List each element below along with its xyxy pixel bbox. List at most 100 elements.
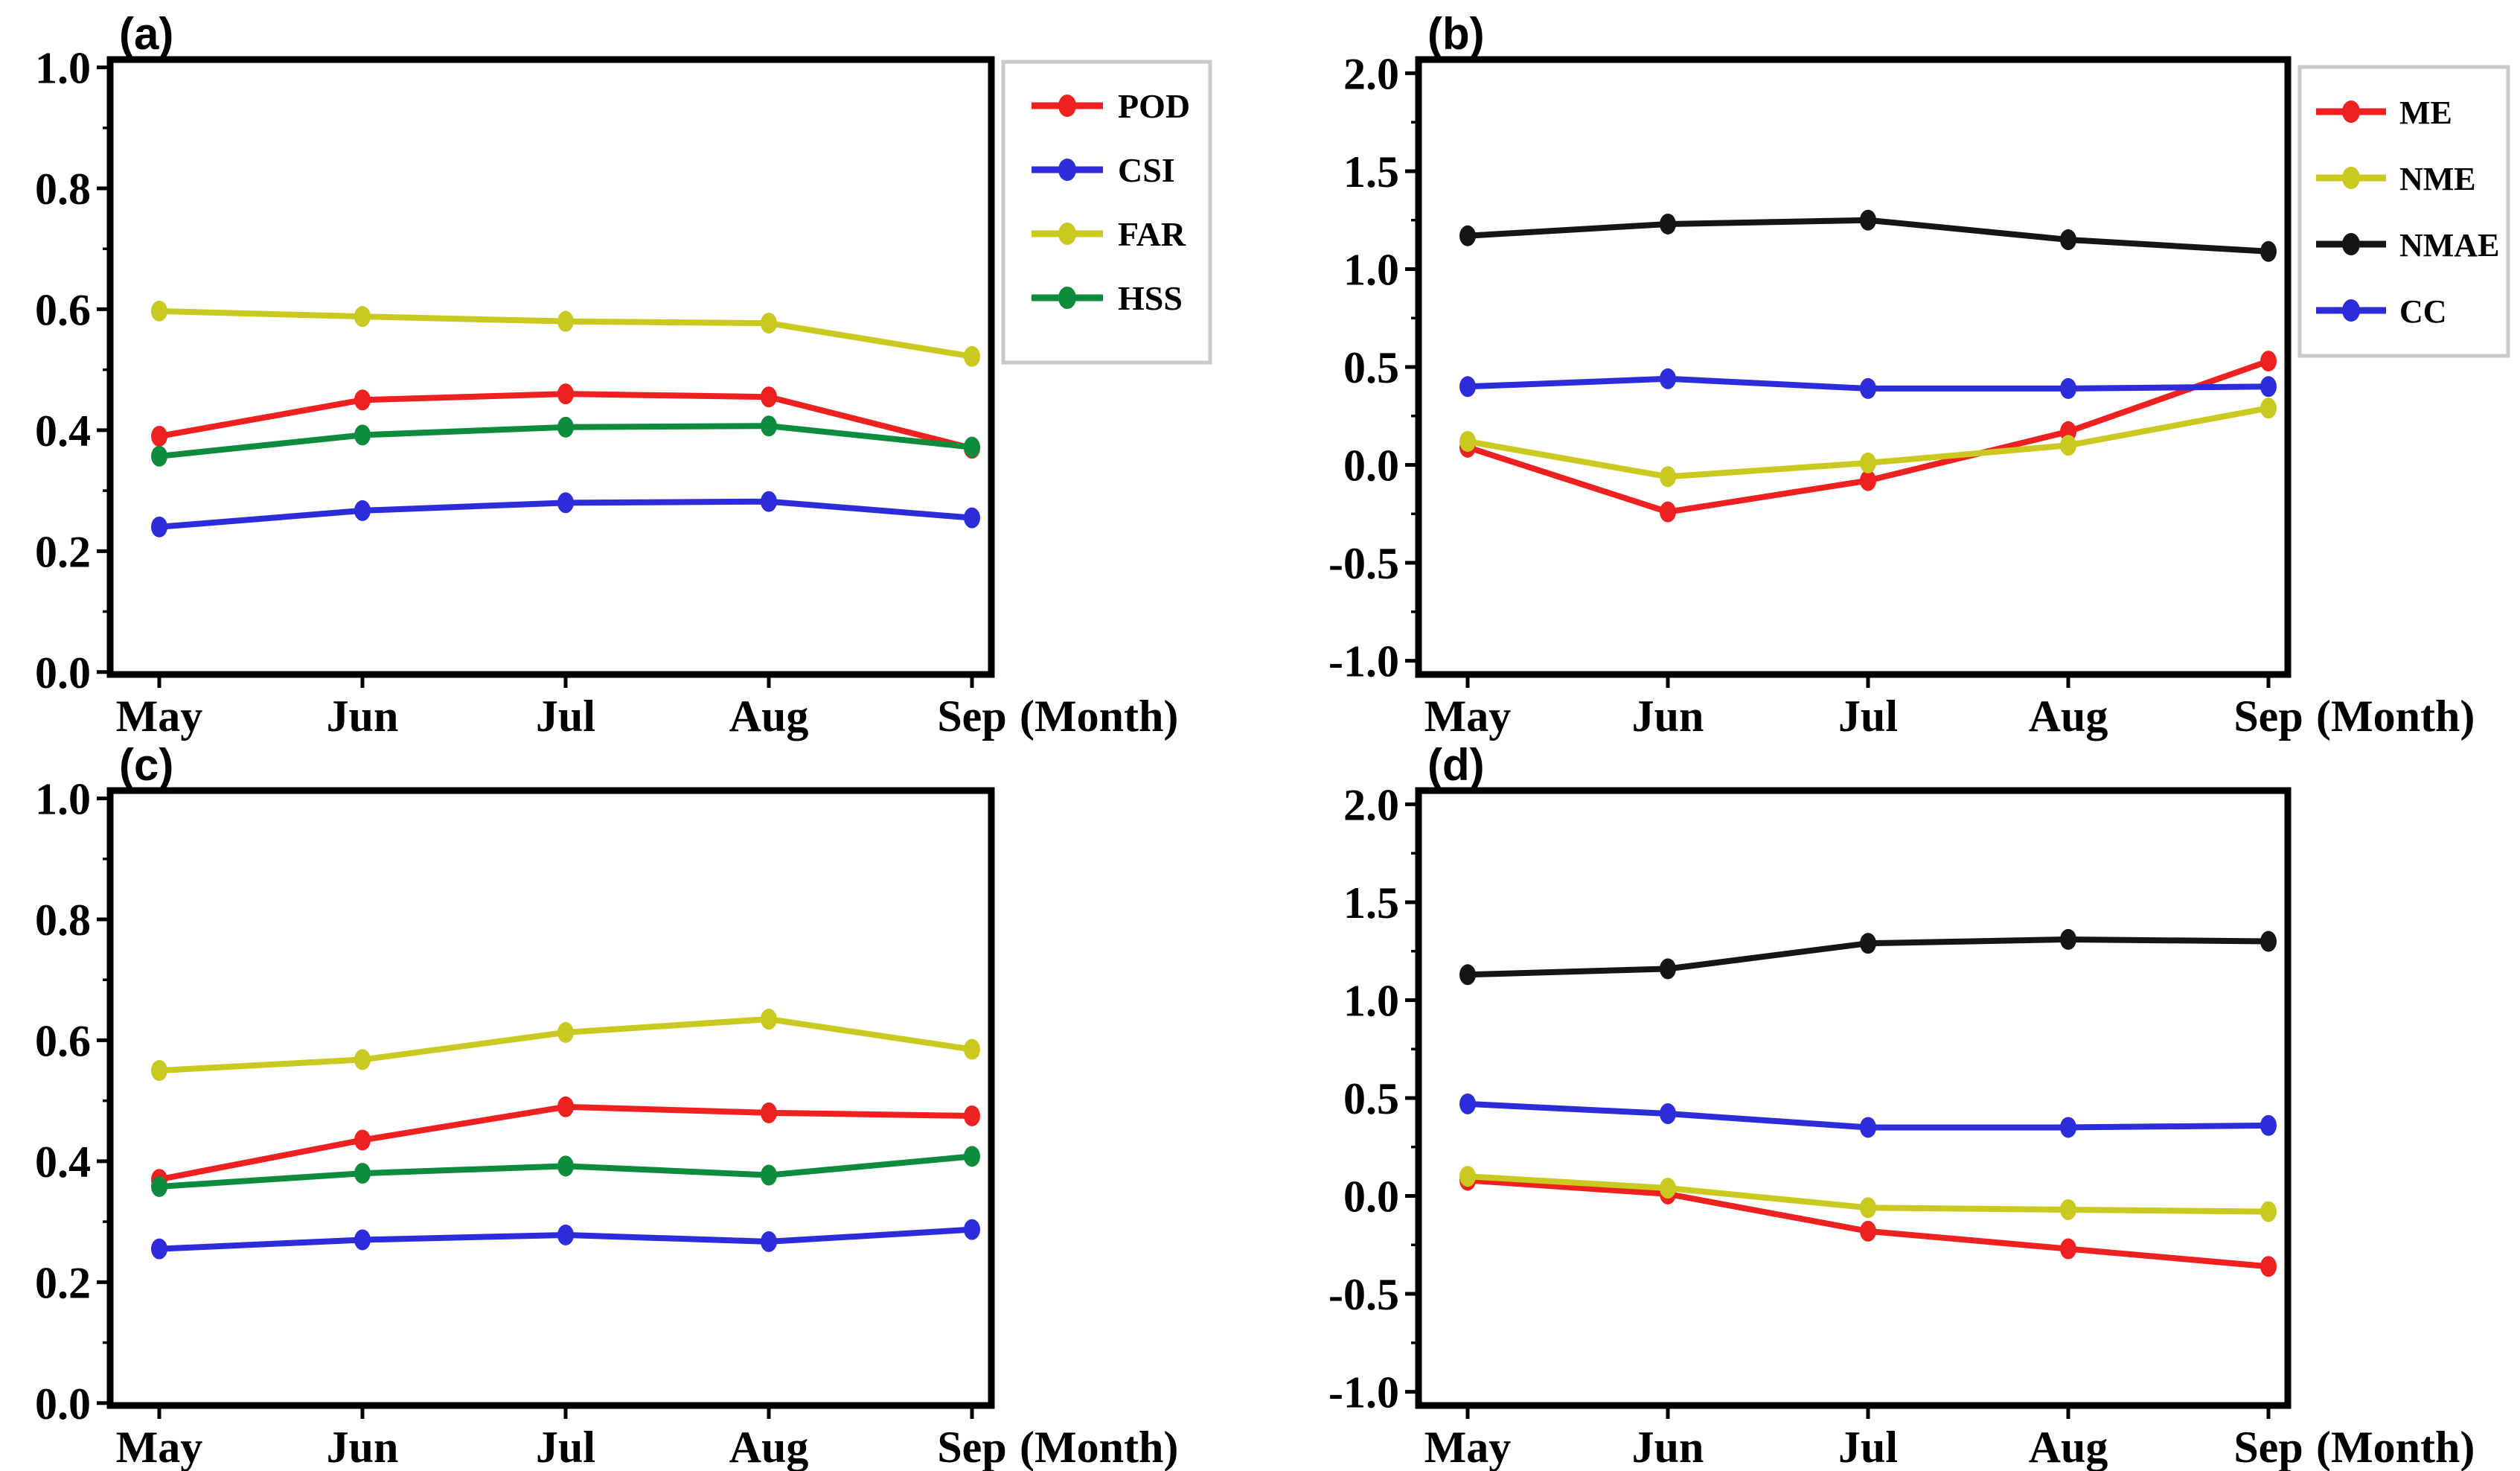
- legend-CC-marker: [2342, 299, 2360, 322]
- x-tick-label: Jul: [1838, 1423, 1898, 1471]
- x-tick-label: Jul: [1838, 692, 1898, 741]
- series-CSI-marker: [151, 1238, 167, 1260]
- series-HSS: [151, 415, 980, 467]
- y-tick-label: 2.0: [1343, 49, 1399, 98]
- series-CC-marker: [2260, 1114, 2277, 1136]
- series-FAR-marker: [761, 313, 777, 334]
- series-NME-marker: [1660, 1178, 1676, 1199]
- legend-NMAE-label: NMAE: [2399, 227, 2499, 264]
- series-NMAE-marker: [1860, 209, 1876, 231]
- y-tick-label: 0.6: [35, 1016, 91, 1065]
- x-tick-label: May: [1424, 692, 1512, 741]
- series-HSS-marker: [151, 1175, 167, 1197]
- series-NMAE-marker: [1660, 958, 1676, 980]
- y-tick-label: 1.0: [1343, 976, 1399, 1025]
- series-POD-marker: [557, 383, 574, 405]
- x-axis-unit-label: (Month): [2316, 1423, 2475, 1471]
- series-NMAE-marker: [1459, 964, 1476, 986]
- series-NMAE-marker: [1459, 225, 1476, 246]
- series-HSS-marker: [761, 1164, 777, 1186]
- series-NME-marker: [1860, 1197, 1876, 1219]
- legend-NME-label: NME: [2399, 161, 2476, 197]
- series-NMAE-marker: [1860, 933, 1876, 954]
- series-FAR-marker: [964, 1038, 980, 1060]
- x-tick-label: Sep: [2233, 692, 2303, 741]
- legend-item-POD: POD: [1032, 87, 1190, 125]
- legend-a-box: [1001, 60, 1212, 365]
- panel-a-x-axis: May Jun Jul Aug Sep (Month): [116, 674, 1178, 741]
- series-NME: [1459, 1166, 2277, 1222]
- series-HSS-marker: [557, 416, 574, 438]
- series-NME-marker: [1660, 466, 1676, 488]
- legend-NME-marker: [2342, 167, 2360, 189]
- series-CC: [1459, 368, 2277, 399]
- series-FAR: [151, 1009, 980, 1082]
- y-tick-label: 0.4: [35, 1137, 91, 1187]
- series-NME-marker: [2060, 435, 2076, 456]
- panel-c-x-axis: May Jun Jul Aug Sep (Month): [116, 1405, 1178, 1471]
- series-CSI-marker: [557, 492, 574, 514]
- legend-item-CC: CC: [2316, 293, 2447, 330]
- y-tick-label: 0.2: [35, 1258, 91, 1307]
- series-FAR-marker: [964, 345, 980, 367]
- series-CC-marker: [2260, 376, 2277, 398]
- series-POD-marker: [964, 1105, 980, 1126]
- x-tick-label: Aug: [2029, 1423, 2108, 1471]
- legend-CSI-marker: [1058, 159, 1076, 181]
- x-tick-label: Aug: [729, 1423, 809, 1471]
- series-HSS-marker: [557, 1155, 574, 1177]
- series-NMAE-marker: [2260, 240, 2277, 262]
- legend-item-NME: NME: [2316, 161, 2476, 197]
- series-POD-marker: [151, 425, 167, 447]
- panel-d-frame: [1415, 787, 2292, 1409]
- x-tick-label: Aug: [729, 692, 809, 741]
- x-tick-label: May: [1424, 1423, 1512, 1471]
- series-HSS-marker: [761, 415, 777, 437]
- x-tick-label: May: [116, 692, 203, 741]
- series-FAR-marker: [151, 1060, 167, 1082]
- legend-CSI-label: CSI: [1118, 151, 1175, 189]
- series-NMAE-marker: [2060, 229, 2076, 251]
- y-tick-label: 1.0: [35, 44, 91, 93]
- series-NME-marker: [2260, 398, 2277, 419]
- panel-a-label: (a): [119, 9, 173, 59]
- legend-item-ME: ME: [2316, 95, 2452, 131]
- legend-FAR-label: FAR: [1118, 215, 1186, 253]
- x-tick-label: Jul: [536, 1423, 595, 1471]
- panel-b-label: (b): [1427, 9, 1485, 59]
- series-NMAE: [1459, 928, 2277, 986]
- series-FAR: [151, 300, 980, 367]
- y-tick-label: 0.0: [1343, 441, 1399, 491]
- legend-ME-label: ME: [2399, 95, 2452, 131]
- series-CC-marker: [1860, 1117, 1876, 1138]
- series-CC-marker: [1660, 1103, 1676, 1125]
- legend-POD-marker: [1058, 95, 1076, 117]
- x-tick-label: Sep: [937, 1423, 1006, 1471]
- x-tick-label: Jun: [327, 692, 399, 741]
- series-ME-marker: [1860, 470, 1876, 491]
- legend-POD-label: POD: [1118, 87, 1190, 125]
- y-tick-label: 0.0: [35, 648, 91, 698]
- legend-item-CSI: CSI: [1032, 151, 1175, 189]
- series-CSI-marker: [151, 516, 167, 537]
- series-CSI-marker: [761, 1231, 777, 1252]
- series-ME-marker: [1660, 501, 1676, 523]
- y-tick-label: 0.8: [35, 165, 91, 214]
- series-HSS-marker: [354, 1163, 371, 1184]
- x-axis-unit-label: (Month): [1020, 692, 1178, 741]
- y-tick-label: 0.5: [1343, 343, 1399, 392]
- panel-c-label: (c): [119, 740, 173, 790]
- series-CSI-marker: [964, 1219, 980, 1240]
- series-FAR-marker: [354, 306, 371, 328]
- series-POD-marker: [354, 389, 371, 411]
- series-NMAE-marker: [1660, 213, 1676, 234]
- series-POD-marker: [761, 386, 777, 408]
- y-tick-label: -1.0: [1328, 637, 1399, 686]
- series-NME-marker: [1860, 452, 1876, 473]
- series-POD-marker: [557, 1096, 574, 1117]
- series-CSI-marker: [964, 507, 980, 529]
- legend-NMAE-marker: [2342, 233, 2360, 255]
- y-tick-label: 0.5: [1343, 1074, 1399, 1123]
- series-FAR-marker: [557, 1021, 574, 1043]
